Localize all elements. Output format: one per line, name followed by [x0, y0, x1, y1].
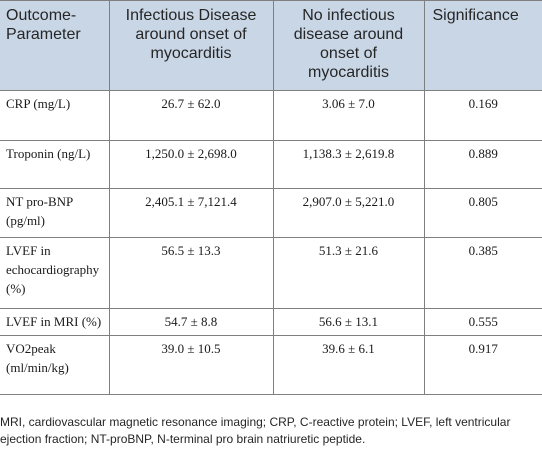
header-infectious-disease: Infectious Disease around onset of myoca…: [108, 0, 274, 91]
no-infectious-value-cell: 3.06 ± 7.0: [272, 90, 425, 141]
significance-cell: 0.385: [423, 237, 542, 309]
infectious-value-cell: 26.7 ± 62.0: [108, 90, 274, 141]
no-infectious-value-cell: 51.3 ± 21.6: [272, 237, 425, 309]
infectious-value-cell: 39.0 ± 10.5: [108, 335, 274, 395]
significance-cell: 0.917: [423, 335, 542, 395]
significance-cell: 0.805: [423, 188, 542, 238]
parameter-cell: LVEF in MRI (%): [0, 308, 110, 336]
header-significance: Significance: [423, 0, 542, 91]
infectious-value-cell: 1,250.0 ± 2,698.0: [108, 140, 274, 189]
no-infectious-value-cell: 2,907.0 ± 5,221.0: [272, 188, 425, 238]
infectious-value-cell: 54.7 ± 8.8: [108, 308, 274, 336]
no-infectious-value-cell: 1,138.3 ± 2,619.8: [272, 140, 425, 189]
table-row: VO2peak (ml/min/kg) 39.0 ± 10.5 39.6 ± 6…: [0, 335, 542, 395]
outcome-table: Outcome-Parameter Infectious Disease aro…: [0, 0, 542, 395]
header-outcome-parameter: Outcome-Parameter: [0, 0, 110, 91]
table-row: LVEF in echocardiography (%) 56.5 ± 13.3…: [0, 237, 542, 309]
table-row: Troponin (ng/L) 1,250.0 ± 2,698.0 1,138.…: [0, 140, 542, 189]
infectious-value-cell: 56.5 ± 13.3: [108, 237, 274, 309]
parameter-cell: Troponin (ng/L): [0, 140, 110, 189]
parameter-cell: VO2peak (ml/min/kg): [0, 335, 110, 395]
table-row: NT pro-BNP (pg/ml) 2,405.1 ± 7,121.4 2,9…: [0, 188, 542, 238]
no-infectious-value-cell: 56.6 ± 13.1: [272, 308, 425, 336]
parameter-cell: NT pro-BNP (pg/ml): [0, 188, 110, 238]
table-row: LVEF in MRI (%) 54.7 ± 8.8 56.6 ± 13.1 0…: [0, 308, 542, 336]
header-no-infectious-disease: No infectious disease around onset of my…: [272, 0, 425, 91]
significance-cell: 0.555: [423, 308, 542, 336]
table-footnote: MRI, cardiovascular magnetic resonance i…: [0, 415, 511, 446]
infectious-value-cell: 2,405.1 ± 7,121.4: [108, 188, 274, 238]
parameter-cell: LVEF in echocardiography (%): [0, 237, 110, 309]
outcome-table-container: Outcome-Parameter Infectious Disease aro…: [0, 0, 542, 395]
table-header-row: Outcome-Parameter Infectious Disease aro…: [0, 0, 542, 91]
table-row: CRP (mg/L) 26.7 ± 62.0 3.06 ± 7.0 0.169: [0, 90, 542, 141]
no-infectious-value-cell: 39.6 ± 6.1: [272, 335, 425, 395]
significance-cell: 0.169: [423, 90, 542, 141]
parameter-cell: CRP (mg/L): [0, 90, 110, 141]
significance-cell: 0.889: [423, 140, 542, 189]
